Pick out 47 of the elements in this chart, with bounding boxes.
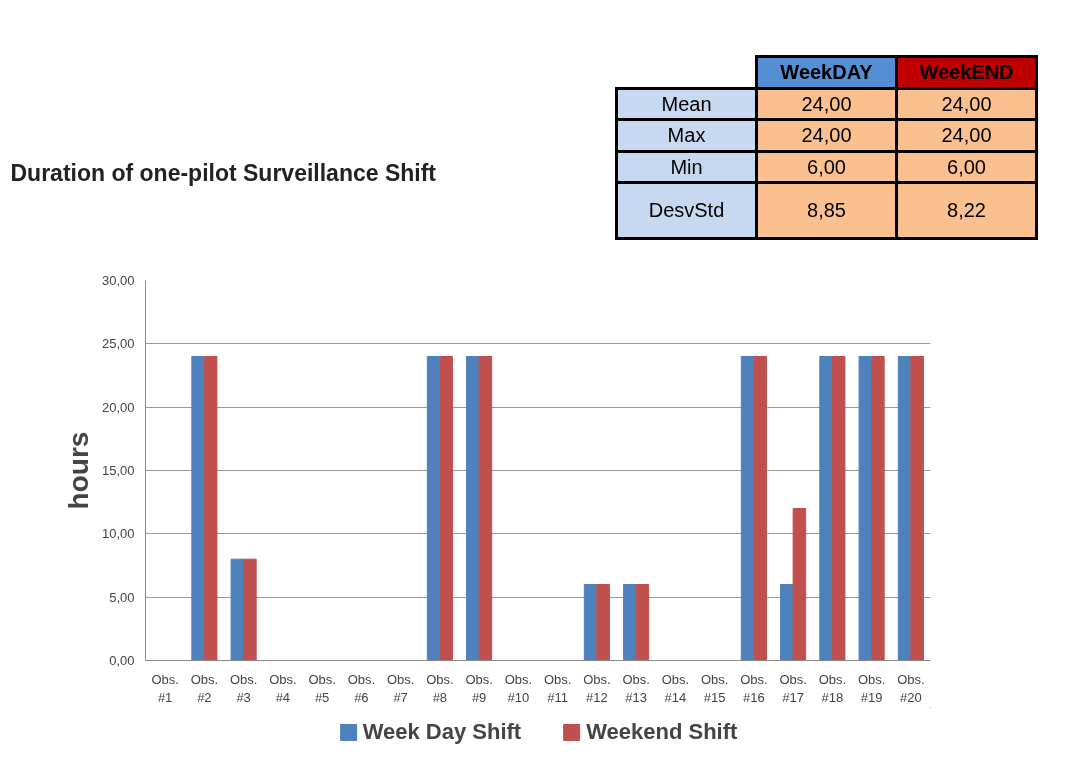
y-tick-label: 5,00 — [109, 589, 135, 605]
bar — [871, 356, 885, 661]
x-tick-label: Obs. #1 — [151, 671, 179, 705]
x-tick-label: Obs. #6 — [347, 671, 376, 705]
bar — [230, 558, 245, 661]
legend-label: Week Day Shift — [362, 719, 522, 745]
x-tick-label: Obs. #17 — [779, 671, 807, 705]
stats-table: WeekDAY WeekEND Mean 24,00 24,00 Max 24,00 24,00 Min 6,00 6,00 DesvStd 8,85 8,22 — [615, 55, 1038, 241]
x-tick-label: Obs. #9 — [465, 671, 493, 705]
x-tick-label: Obs. #2 — [190, 671, 219, 705]
x-tick-label: Obs. #11 — [543, 671, 572, 705]
legend-label: Weekend Shift — [586, 719, 738, 745]
y-tick-label: 30,00 — [101, 273, 135, 288]
bar — [191, 356, 205, 661]
x-tick-label: Obs. #10 — [504, 671, 533, 705]
x-tick-label: Obs. #14 — [661, 671, 690, 705]
x-tick-label: Obs. #19 — [857, 671, 886, 705]
bar — [819, 356, 833, 661]
x-tick-label: Obs. #18 — [818, 671, 847, 705]
y-tick-label: 0,00 — [109, 653, 135, 668]
x-tick-label: Obs. #13 — [622, 671, 650, 705]
y-tick-label: 10,00 — [101, 526, 135, 542]
x-tick-label: Obs. #7 — [386, 671, 415, 705]
bar — [596, 584, 610, 661]
y-tick-label: 15,00 — [101, 463, 135, 478]
y-tick-label: 25,00 — [101, 336, 135, 352]
bar — [243, 558, 257, 661]
bar — [478, 356, 493, 661]
x-tick-label: Obs. #20 — [897, 671, 925, 705]
x-tick-label: Obs. #3 — [229, 671, 258, 705]
bar — [858, 356, 873, 661]
x-tick-label: Obs. #15 — [700, 671, 729, 705]
y-tick-label: 20,00 — [101, 399, 135, 415]
bar — [792, 508, 807, 661]
bar — [635, 584, 650, 661]
bar — [910, 356, 924, 661]
bar — [831, 356, 846, 661]
bar — [203, 356, 218, 661]
x-tick-label: Obs. #5 — [308, 671, 336, 705]
chart-title: Duration of one-pilot Surveillance Shift — [10, 159, 437, 186]
bar — [753, 356, 767, 661]
y-axis-title: hours — [62, 431, 94, 510]
x-tick-label: Obs. #8 — [426, 671, 454, 705]
bar — [439, 356, 453, 661]
x-tick-label: Obs. #12 — [583, 671, 611, 705]
x-tick-label: Obs. #4 — [269, 671, 297, 705]
x-tick-label: Obs. #16 — [740, 671, 768, 705]
